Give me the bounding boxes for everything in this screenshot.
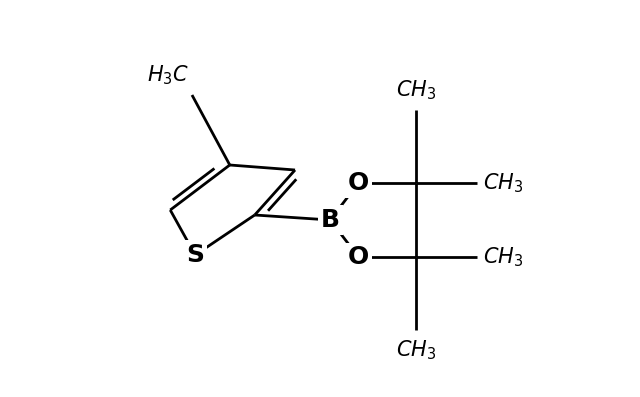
Text: O: O: [348, 171, 369, 195]
Text: $CH_3$: $CH_3$: [483, 171, 524, 195]
Text: O: O: [348, 245, 369, 269]
Text: $CH_3$: $CH_3$: [483, 245, 524, 269]
Text: B: B: [321, 208, 340, 232]
Text: $H_3C$: $H_3C$: [147, 64, 189, 87]
Text: $CH_3$: $CH_3$: [396, 79, 436, 102]
Text: $CH_3$: $CH_3$: [396, 338, 436, 362]
Text: S: S: [186, 243, 204, 267]
